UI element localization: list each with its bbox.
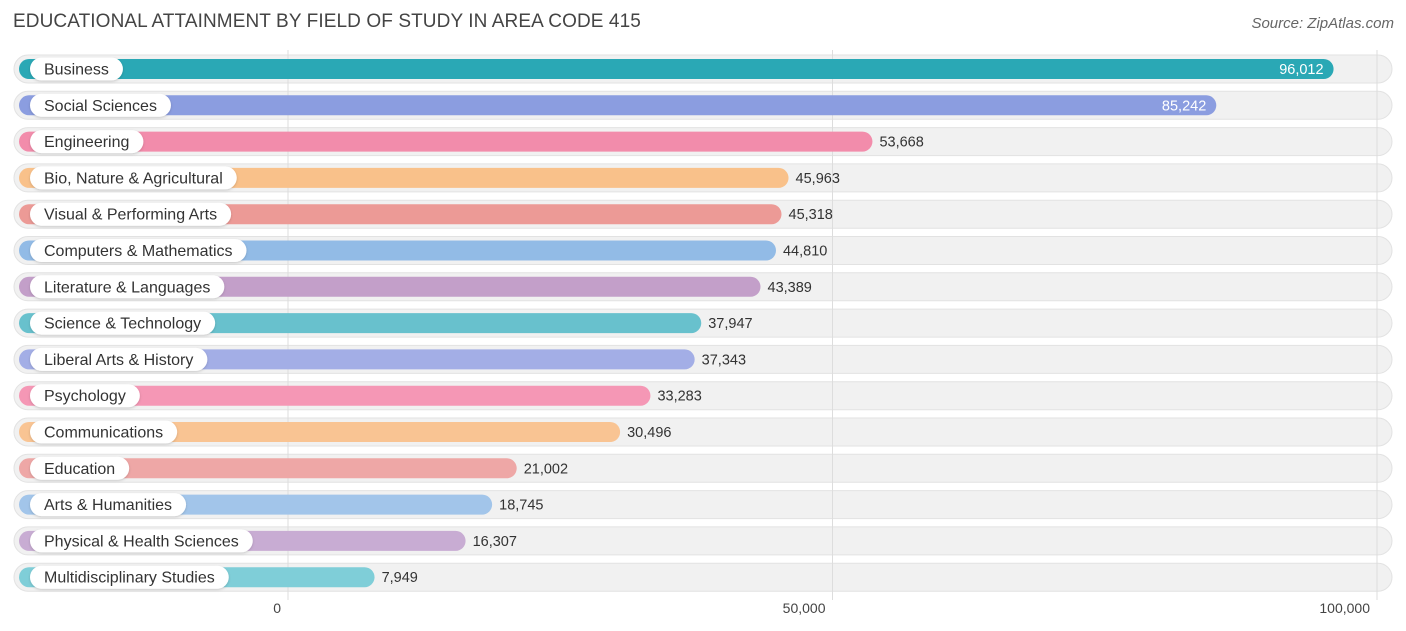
bar-group[interactable]: Arts & Humanities 18,745 [19,493,543,517]
category-pill [30,347,208,371]
category-pill [30,529,253,553]
bar-group[interactable]: Communications 30,496 [19,420,671,444]
category-label: Literature & Languages [44,279,210,296]
value-label: 44,810 [783,244,827,260]
bar-group[interactable]: Engineering 53,668 [19,130,924,154]
category-label: Psychology [44,388,126,405]
category-pill [30,202,232,226]
category-pill [30,93,171,117]
bar-group[interactable]: Computers & Mathematics 44,810 [19,239,827,262]
bar[interactable] [19,131,873,152]
x-tick-label: 100,000 [1319,600,1370,616]
category-label: Social Sciences [44,98,157,115]
value-label: 45,318 [789,207,833,223]
category-label: Communications [44,425,163,442]
category-label: Computers & Mathematics [44,243,233,260]
bar-group[interactable]: Liberal Arts & History 37,343 [19,347,746,371]
bar-group[interactable]: Social Sciences 85,242 [19,93,1217,117]
value-label: 37,343 [702,352,746,368]
bar[interactable] [19,458,517,479]
category-pill [30,311,216,335]
value-label: 33,283 [657,389,701,405]
category-pill [30,420,178,444]
value-label: 85,242 [1162,98,1206,114]
category-pill [30,456,130,480]
bar-group[interactable]: Psychology 33,283 [19,384,702,408]
category-label: Education [44,461,115,478]
category-pill [30,239,247,262]
category-label: Liberal Arts & History [44,352,193,369]
bar-group[interactable]: Education 21,002 [19,456,568,480]
category-label: Arts & Humanities [44,497,172,514]
bar[interactable] [19,59,1334,79]
category-label: Physical & Health Sciences [44,533,239,550]
value-label: 37,947 [708,316,752,332]
category-pill [30,384,140,408]
value-label: 43,389 [768,280,812,296]
category-label: Multidisciplinary Studies [44,570,215,587]
bar-group[interactable]: Literature & Languages 43,389 [19,275,812,299]
category-pill [30,130,144,154]
category-pill [30,275,225,299]
value-label: 30,496 [627,425,671,441]
bar-group[interactable]: Multidisciplinary Studies 7,949 [19,565,418,589]
category-pill [30,57,123,81]
source-credit: Source: ZipAtlas.com [1251,15,1394,32]
bar-group[interactable]: Business 96,012 [19,57,1334,81]
value-label: 53,668 [879,135,923,151]
value-label: 45,963 [796,171,840,187]
chart-title: EDUCATIONAL ATTAINMENT BY FIELD OF STUDY… [13,11,641,32]
value-label: 18,745 [499,498,543,514]
bar[interactable] [19,95,1217,116]
category-label: Bio, Nature & Agricultural [44,170,223,187]
bar[interactable] [19,385,651,406]
category-pill [30,166,237,190]
bar-group[interactable]: Science & Technology 37,947 [19,311,753,335]
bar-group[interactable]: Physical & Health Sciences 16,307 [19,529,517,553]
category-pill [30,493,187,517]
bar-group[interactable]: Bio, Nature & Agricultural 45,963 [19,166,840,190]
category-label: Business [44,62,109,79]
category-label: Engineering [44,134,129,151]
category-pill [30,565,229,589]
x-tick-label: 50,000 [783,600,826,616]
category-label: Science & Technology [44,316,201,333]
value-label: 16,307 [473,534,517,550]
category-label: Visual & Performing Arts [44,207,217,224]
value-label: 96,012 [1279,62,1323,78]
value-label: 7,949 [382,570,418,586]
bar-group[interactable]: Visual & Performing Arts 45,318 [19,202,833,226]
value-label: 21,002 [524,461,568,477]
x-tick-label: 0 [273,600,281,616]
